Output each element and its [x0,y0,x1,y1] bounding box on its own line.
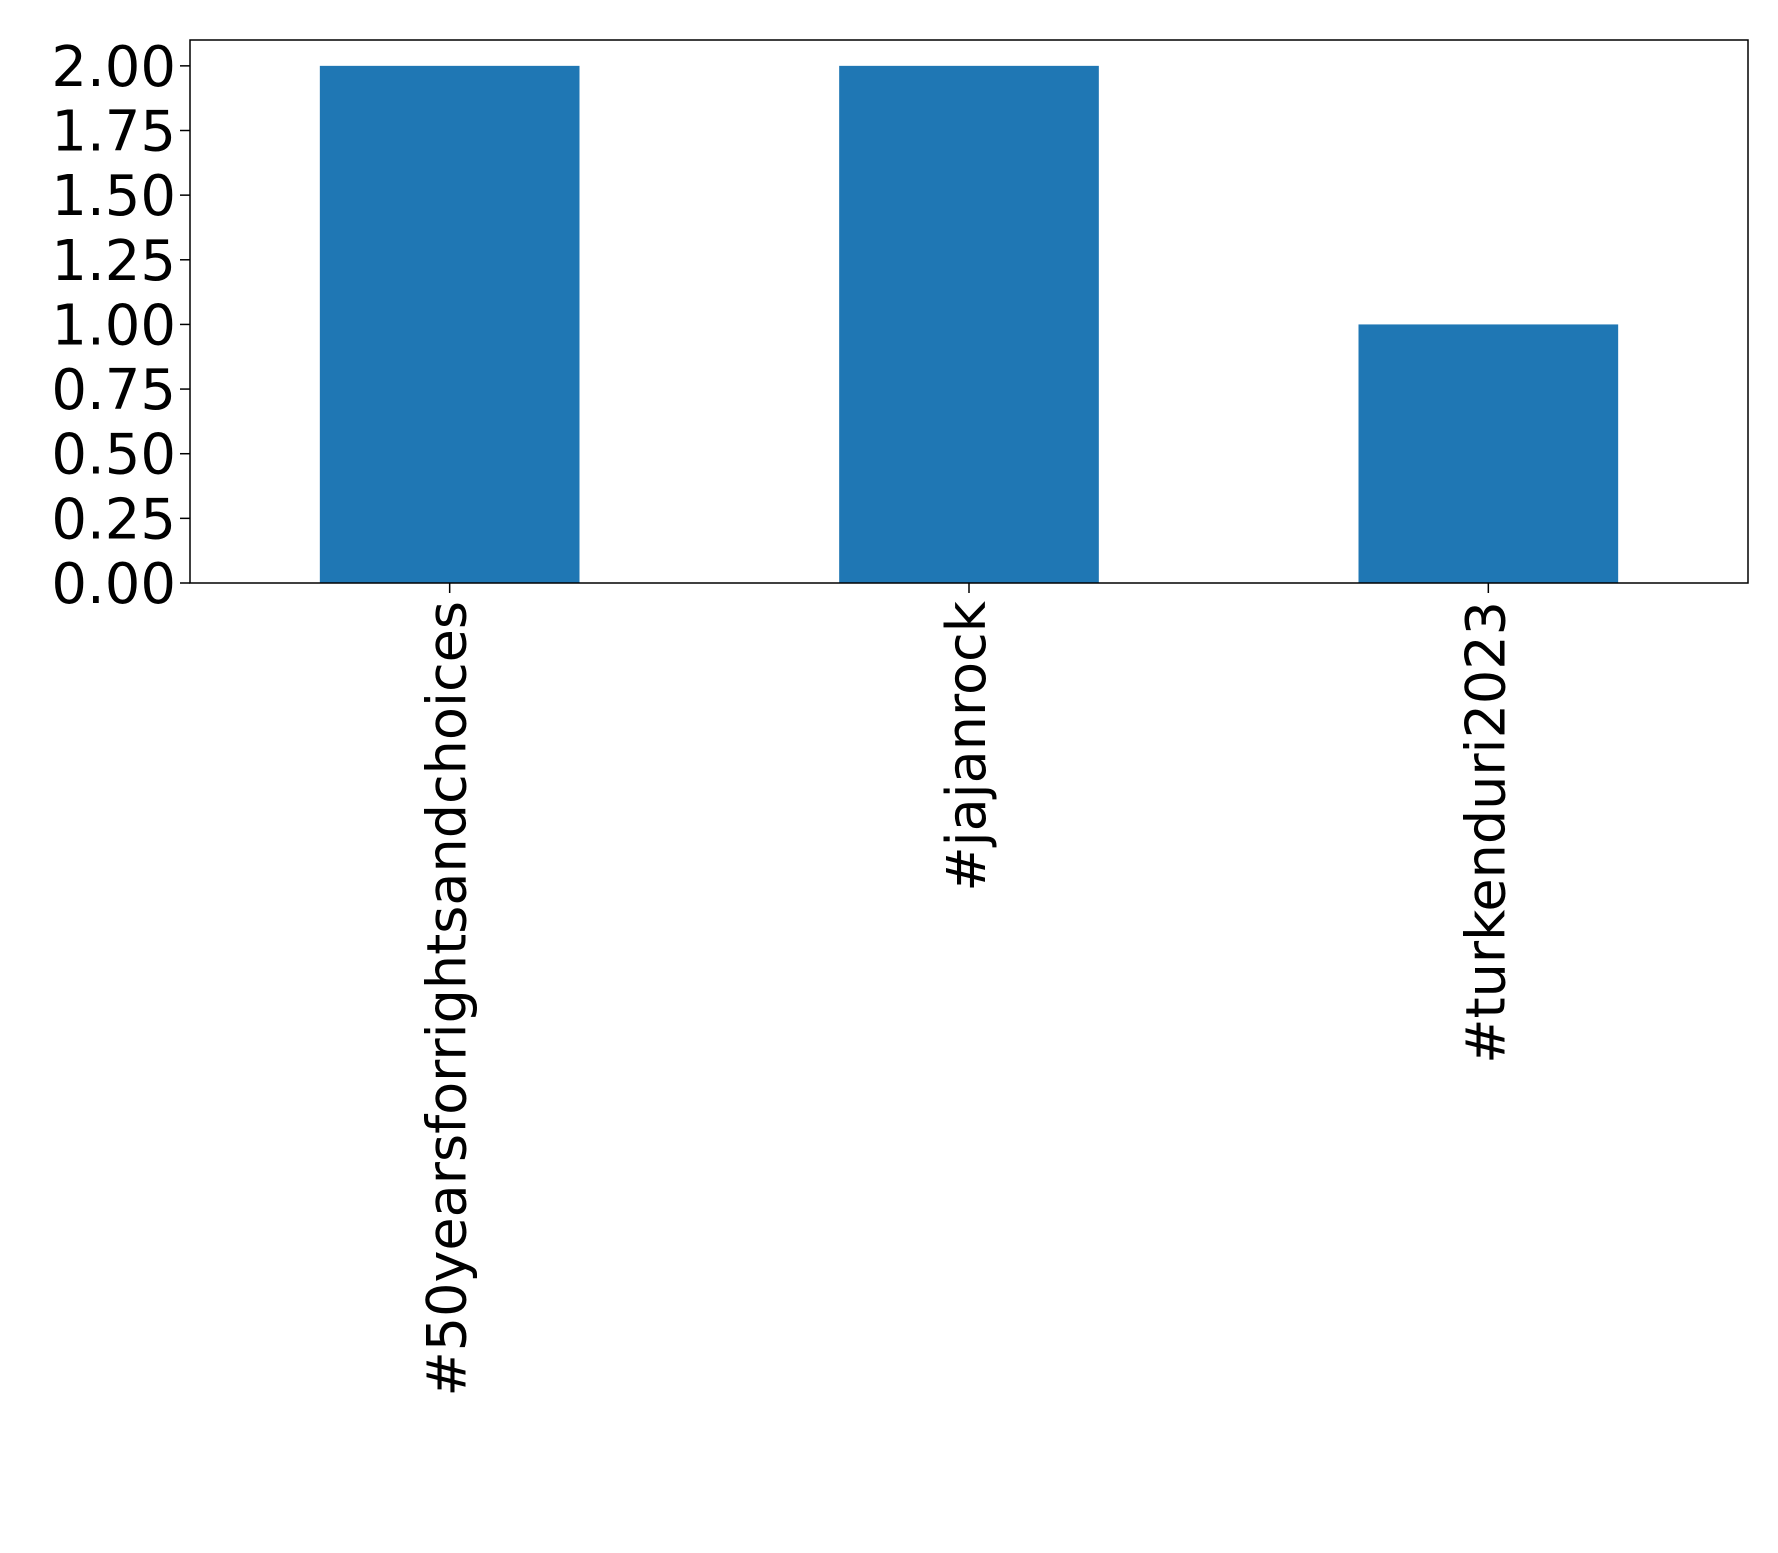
y-tick-label-6: 1.50 [51,164,176,229]
x-tick-label-2: #turkenduri2023 [1454,601,1517,1064]
y-tick-label-3: 0.75 [51,358,176,423]
x-axis: #50yearsforrightsandchoices #jajanrock #tu… [416,583,1517,1396]
y-tick-label-8: 2.00 [51,35,176,100]
bar-1 [839,65,1099,584]
y-tick-label-2: 0.50 [51,423,176,488]
y-tick-label-4: 1.00 [51,293,176,358]
x-tick-label-0: #50yearsforrightsandchoices [416,601,479,1396]
y-tick-label-0: 0.00 [51,552,176,617]
bar-0 [319,65,580,584]
y-tick-label-5: 1.25 [51,229,176,294]
x-tick-label-1: #jajanrock [935,600,998,891]
bar-2 [1358,324,1619,583]
y-tick-label-7: 1.75 [51,100,176,165]
y-axis: 0.000.250.500.751.001.251.501.752.00 [51,35,190,617]
y-tick-label-1: 0.25 [51,487,176,552]
bars-group [319,65,1619,584]
